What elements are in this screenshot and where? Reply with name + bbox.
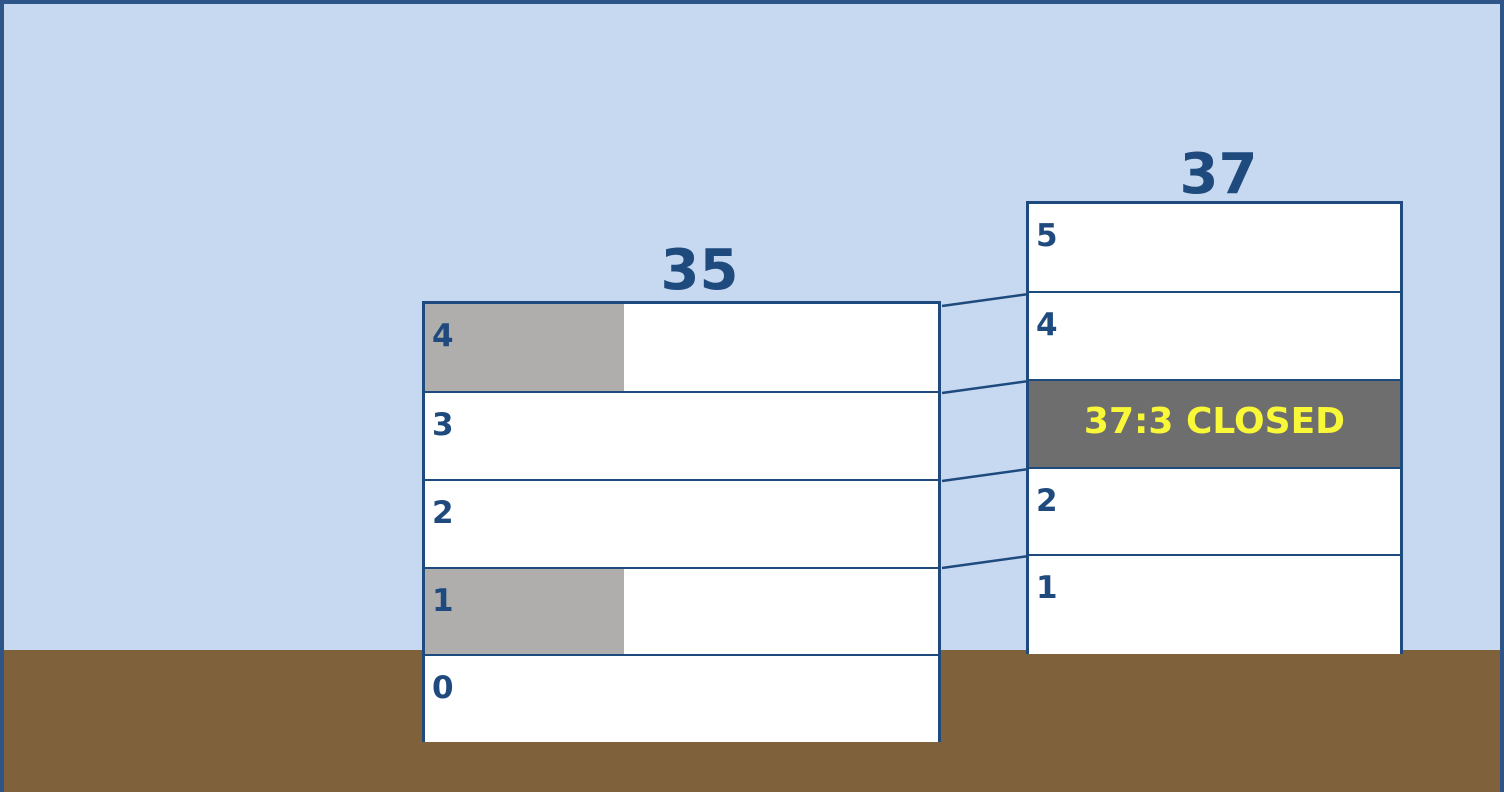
floor-label: 2	[1036, 483, 1058, 519]
building-37-title: 37	[1179, 142, 1258, 207]
building-35: 4 3 2 1 0	[422, 301, 941, 742]
building-35-floor-4: 4	[425, 304, 938, 391]
floor-shade	[425, 569, 624, 654]
connector-line	[941, 379, 1030, 395]
building-37: 5 4 37:3 CLOSED 2 1	[1026, 201, 1403, 654]
floor-label: 2	[432, 495, 454, 531]
floor-label: 5	[1036, 218, 1058, 254]
floor-shade	[425, 304, 624, 391]
floor-label: 1	[1036, 570, 1058, 606]
connector-line	[941, 467, 1030, 483]
connector-line	[941, 554, 1030, 570]
building-37-floor-1: 1	[1029, 554, 1400, 654]
building-37-floor-5: 5	[1029, 204, 1400, 291]
floor-label: 4	[1036, 307, 1058, 343]
building-35-floor-1: 1	[425, 567, 938, 654]
building-37-floor-3-closed: 37:3 CLOSED	[1029, 379, 1400, 467]
building-35-floor-2: 2	[425, 479, 938, 567]
building-35-floor-3: 3	[425, 391, 938, 479]
building-37-floor-4: 4	[1029, 291, 1400, 379]
building-37-floor-2: 2	[1029, 467, 1400, 554]
floor-label: 3	[432, 407, 454, 443]
building-35-floor-0: 0	[425, 654, 938, 742]
floor-label: 4	[432, 318, 454, 354]
floor-label: 1	[432, 583, 454, 619]
building-35-title: 35	[660, 238, 739, 303]
floor-label: 0	[432, 670, 454, 706]
closed-floor-label: 37:3 CLOSED	[1083, 401, 1346, 442]
